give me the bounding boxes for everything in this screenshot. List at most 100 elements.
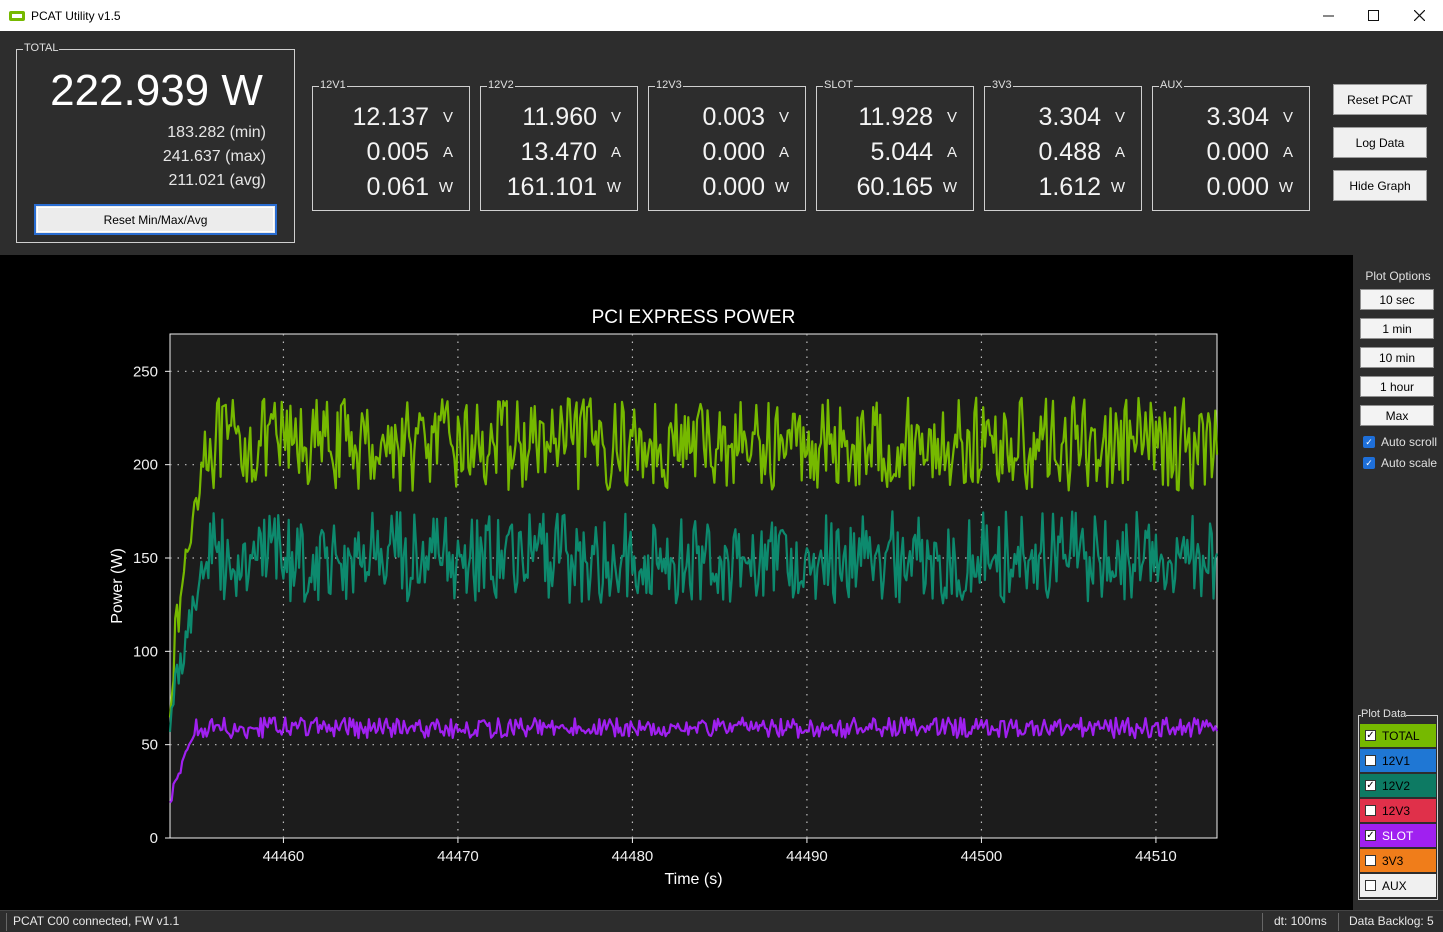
rail-power-row: 161.101 W — [481, 173, 637, 203]
plot-data-item-aux[interactable]: AUX — [1360, 874, 1436, 897]
rail-label: SLOT — [823, 79, 854, 91]
rail-group-3v3: 3V3 3.304 V 0.488 A 1.612 W — [984, 79, 1142, 211]
readout-panel: TOTAL 222.939 W 183.282 (min) 241.637 (m… — [0, 31, 1443, 255]
checkbox-checked-icon[interactable]: ✓ — [1365, 730, 1376, 741]
plot-data-label: SLOT — [1382, 828, 1414, 843]
rail-power-value: 0.061 — [366, 173, 429, 201]
rail-voltage-row: 11.928 V — [817, 103, 973, 133]
status-bar: PCAT C00 connected, FW v1.1 dt: 100ms Da… — [0, 910, 1443, 932]
rail-group-slot: SLOT 11.928 V 5.044 A 60.165 W — [816, 79, 974, 211]
rail-current-row: 5.044 A — [817, 138, 973, 168]
checkmark-icon: ✓ — [1363, 436, 1375, 448]
rail-power-row: 0.000 W — [649, 173, 805, 203]
total-max: 241.637 (max) — [162, 148, 266, 165]
connection-status: PCAT C00 connected, FW v1.1 — [13, 914, 180, 928]
maximize-button[interactable] — [1350, 0, 1396, 31]
rail-current-value: 0.488 — [1038, 138, 1101, 166]
rail-voltage-row: 3.304 V — [985, 103, 1141, 133]
checkbox-unchecked-icon[interactable] — [1365, 880, 1376, 891]
total-power-value: 222.939 W — [50, 66, 263, 115]
series-line-total — [168, 396, 1219, 718]
x-axis-label: Time (s) — [664, 871, 722, 888]
checkbox-unchecked-icon[interactable] — [1365, 805, 1376, 816]
rail-label: 12V3 — [655, 79, 683, 91]
rail-voltage-row: 0.003 V — [649, 103, 805, 133]
range-10-min-button[interactable]: 10 min — [1360, 347, 1434, 368]
volt-unit: V — [1114, 109, 1125, 126]
rail-current-value: 0.005 — [366, 138, 429, 166]
reset-min-max-avg-button[interactable]: Reset Min/Max/Avg — [34, 204, 277, 235]
range-1-min-button[interactable]: 1 min — [1360, 318, 1434, 339]
rail-label: AUX — [1159, 79, 1184, 91]
plot-data-item-12v2[interactable]: ✓ 12V2 — [1360, 774, 1436, 797]
auto-scale-checkbox[interactable]: ✓ Auto scale — [1363, 456, 1437, 470]
volt-unit: V — [946, 109, 957, 126]
close-button[interactable] — [1396, 0, 1442, 31]
auto-scroll-label: Auto scroll — [1381, 435, 1438, 449]
auto-scroll-checkbox[interactable]: ✓ Auto scroll — [1363, 435, 1437, 449]
plot-data-item-3v3[interactable]: 3V3 — [1360, 849, 1436, 872]
plot-data-item-12v3[interactable]: 12V3 — [1360, 799, 1436, 822]
rail-voltage-value: 11.928 — [858, 103, 933, 131]
data-backlog-status: Data Backlog: 5 — [1349, 914, 1434, 928]
plot-data-title: Plot Data — [1361, 708, 1407, 720]
status-divider — [6, 913, 7, 931]
rail-voltage-row: 3.304 V — [1153, 103, 1309, 133]
plot-data-item-slot[interactable]: ✓ SLOT — [1360, 824, 1436, 847]
minimize-button[interactable] — [1305, 0, 1351, 31]
checkbox-unchecked-icon[interactable] — [1365, 855, 1376, 866]
range-max-button[interactable]: Max — [1360, 405, 1434, 426]
power-chart[interactable]: 44460 44470 44480 44490 44500 44510 0 50 100 150 2… — [0, 255, 1353, 910]
rail-power-value: 60.165 — [856, 173, 933, 201]
range-10-sec-button[interactable]: 10 sec — [1360, 289, 1434, 310]
range-1-hour-button[interactable]: 1 hour — [1360, 376, 1434, 397]
checkbox-checked-icon[interactable]: ✓ — [1365, 830, 1376, 841]
close-icon — [1413, 10, 1425, 21]
watt-unit: W — [774, 179, 789, 196]
amp-unit: A — [778, 144, 789, 161]
plot-data-item-total[interactable]: ✓ TOTAL — [1360, 724, 1436, 747]
plot-data-item-12v1[interactable]: 12V1 — [1360, 749, 1436, 772]
y-tick-label: 250 — [133, 363, 158, 380]
chart-title: PCI EXPRESS POWER — [592, 307, 796, 328]
rail-power-row: 60.165 W — [817, 173, 973, 203]
hide-graph-button[interactable]: Hide Graph — [1333, 170, 1427, 201]
total-group: TOTAL 222.939 W 183.282 (min) 241.637 (m… — [16, 42, 295, 243]
plot-data-label: 3V3 — [1382, 853, 1404, 868]
rail-label: 12V2 — [487, 79, 515, 91]
rail-power-row: 0.061 W — [313, 173, 469, 203]
y-tick-label: 50 — [141, 737, 158, 754]
y-tick-label: 150 — [133, 550, 158, 567]
amp-unit: A — [946, 144, 957, 161]
series-line-12v2 — [168, 510, 1219, 732]
x-tick-label: 44460 — [263, 848, 305, 865]
amp-unit: A — [610, 144, 621, 161]
plot-area[interactable]: 44460 44470 44480 44490 44500 44510 0 50 100 150 2… — [0, 255, 1353, 910]
amp-unit: A — [1114, 144, 1125, 161]
rail-power-value: 0.000 — [1206, 173, 1269, 201]
rail-voltage-value: 11.960 — [522, 103, 597, 131]
status-divider — [1338, 913, 1339, 931]
plot-data-label: AUX — [1382, 878, 1407, 893]
plot-data-group: Plot Data ✓ TOTAL 12V1 ✓ 12V2 12V3 ✓ SLOT … — [1358, 708, 1438, 900]
reset-pcat-button[interactable]: Reset PCAT — [1333, 84, 1427, 115]
plot-data-label: 12V3 — [1382, 803, 1411, 818]
volt-unit: V — [778, 109, 789, 126]
log-data-button[interactable]: Log Data — [1333, 127, 1427, 158]
rail-label: 3V3 — [991, 79, 1013, 91]
checkbox-unchecked-icon[interactable] — [1365, 755, 1376, 766]
rail-current-row: 0.000 A — [649, 138, 805, 168]
amp-unit: A — [442, 144, 453, 161]
rail-power-value: 0.000 — [702, 173, 765, 201]
rail-current-value: 0.000 — [702, 138, 765, 166]
plot-options-title: Plot Options — [1365, 269, 1431, 283]
plot-data-label: TOTAL — [1382, 728, 1420, 743]
y-tick-label: 0 — [150, 830, 158, 847]
watt-unit: W — [942, 179, 957, 196]
rail-current-row: 13.470 A — [481, 138, 637, 168]
checkbox-checked-icon[interactable]: ✓ — [1365, 780, 1376, 791]
amp-unit: A — [1282, 144, 1293, 161]
watt-unit: W — [1110, 179, 1125, 196]
x-tick-label: 44490 — [786, 848, 828, 865]
rail-power-row: 0.000 W — [1153, 173, 1309, 203]
